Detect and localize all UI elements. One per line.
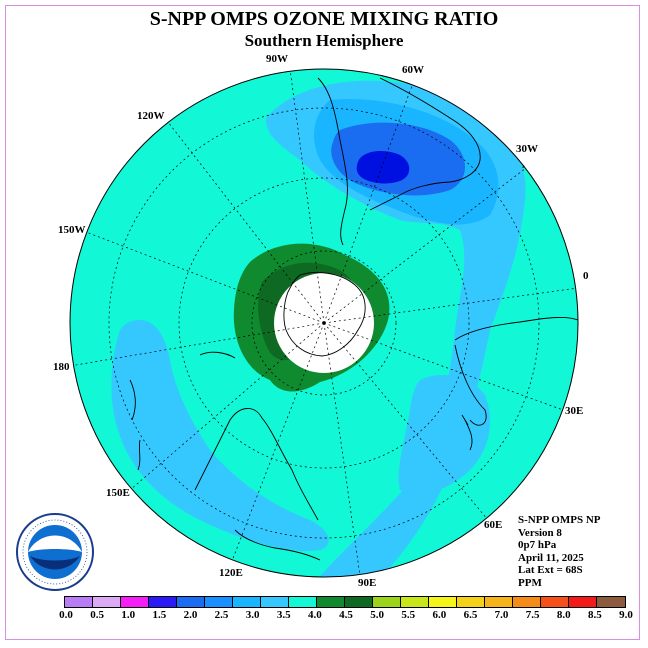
lon-label-30w: 30W (516, 143, 538, 155)
colorbar-swatch (429, 597, 457, 607)
colorbar-swatch (541, 597, 569, 607)
colorbar-swatch (317, 597, 345, 607)
noaa-logo: NOAA (16, 513, 94, 591)
colorbar-tick-label: 0.5 (90, 609, 104, 621)
colorbar-tick-label: 8.0 (556, 609, 571, 621)
map-subtitle: Southern Hemisphere (244, 31, 404, 50)
colorbar-swatch (513, 597, 541, 607)
colorbar-tick-label: 2.5 (214, 609, 229, 621)
colorbar-swatch (65, 597, 93, 607)
colorbar-tick-label: 5.5 (401, 609, 416, 621)
ozone-region-3-0-pacific (111, 320, 329, 551)
lon-label-180: 180 (53, 361, 70, 373)
colorbar-swatch (457, 597, 485, 607)
colorbar-tick-label: 6.0 (432, 609, 447, 621)
colorbar-swatch (597, 597, 625, 607)
colorbar-swatch (401, 597, 429, 607)
info-lat-ext: Lat Ext = 68S (518, 564, 583, 577)
colorbar-swatch (289, 597, 317, 607)
colorbar-tick-label: 2.0 (183, 609, 198, 621)
lon-label-90e: 90E (358, 577, 376, 589)
lon-label-150e: 150E (106, 487, 130, 499)
noaa-logo-text: NOAA (40, 540, 69, 551)
colorbar-tick-label: 4.0 (308, 609, 322, 621)
info-level: 0p7 hPa (518, 539, 557, 552)
colorbar-swatch (373, 597, 401, 607)
info-date: April 11, 2025 (518, 551, 584, 564)
colorbar-tick-labels: 0.0 0.5 1.0 1.5 2.0 2.5 3.0 3.5 4.0 4.5 5.0 5.5 6.0 6… (0, 609, 648, 623)
colorbar-tick-label: 6.5 (463, 609, 478, 621)
colorbar-tick-label: 9.0 (619, 609, 633, 621)
graticule (70, 69, 578, 577)
lon-label-0: 0 (583, 270, 589, 282)
lon-label-90w: 90W (266, 53, 288, 65)
colorbar-tick-label: 3.5 (276, 609, 291, 621)
colorbar-tick-label: 4.5 (339, 609, 353, 621)
lon-label-60e: 60E (484, 519, 502, 531)
info-version: Version 8 (518, 526, 562, 539)
info-units: PPM (518, 576, 542, 589)
lon-label-120e: 120E (219, 567, 243, 579)
colorbar-swatch (345, 597, 373, 607)
globe-outline (69, 68, 579, 578)
colorbar-swatch (121, 597, 149, 607)
lon-label-30e: 30E (565, 405, 583, 417)
colorbar-swatch (569, 597, 597, 607)
lon-label-60w: 60W (402, 64, 424, 76)
map-title: S-NPP OMPS OZONE MIXING RATIO (149, 8, 499, 30)
colorbar-tick-label: 1.5 (152, 609, 167, 621)
colorbar-tick-label: 3.0 (245, 609, 260, 621)
figure-frame (5, 5, 640, 640)
lon-label-150w: 150W (58, 224, 86, 236)
colorbar-tick-label: 1.0 (121, 609, 136, 621)
colorbar-tick-label: 7.0 (494, 609, 509, 621)
colorbar-swatch (261, 597, 289, 607)
colorbar (64, 596, 626, 608)
colorbar-tick-label: 5.0 (370, 609, 384, 621)
product-info: S-NPP OMPS NP Version 8 0p7 hPa April 11… (518, 514, 601, 590)
colorbar-tick-label: 0.0 (59, 609, 73, 621)
colorbar-swatch (177, 597, 205, 607)
info-product: S-NPP OMPS NP (518, 514, 601, 526)
colorbar-swatch (205, 597, 233, 607)
colorbar-swatch (149, 597, 177, 607)
colorbar-tick-label: 7.5 (525, 609, 540, 621)
colorbar-swatch (93, 597, 121, 607)
colorbar-tick-label: 8.5 (588, 609, 602, 621)
colorbar-swatch (485, 597, 513, 607)
ozone-region-3-0-east (398, 375, 490, 494)
lon-label-120w: 120W (137, 110, 165, 122)
colorbar-swatch (233, 597, 261, 607)
ozone-region-peak (356, 150, 410, 184)
